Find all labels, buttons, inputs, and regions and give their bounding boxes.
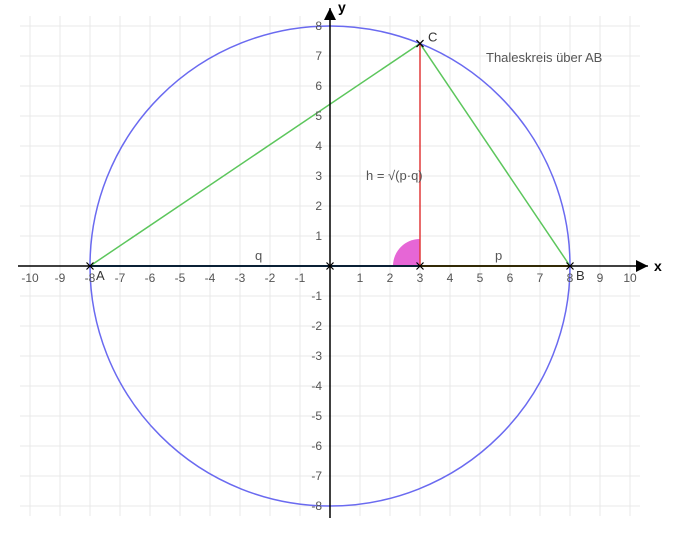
right-angle-arc [393,239,420,266]
y-tick-label: -4 [311,379,322,393]
y-tick-label: 3 [315,169,322,183]
x-tick-label: 3 [417,271,424,285]
segment-AC [90,44,420,266]
label-thaleskreis: Thaleskreis über AB [486,50,602,65]
x-tick-label: -7 [115,271,126,285]
plot-container: -10 -9 -8 -7 -6 -5 -4 -3 -2 -1 1 2 3 4 5 6 7 8 9 10 -8 -7 -6 -5… [0,0,680,544]
y-tick-label: -2 [311,319,322,333]
x-axis-arrow [636,260,648,272]
y-tick-label: -6 [311,439,322,453]
x-tick-label: 1 [357,271,364,285]
x-tick-label: 6 [507,271,514,285]
x-tick-label: 9 [597,271,604,285]
label-h-formula: h = √(p·q) [366,168,423,183]
y-tick-label: 1 [315,229,322,243]
x-tick-label: 2 [387,271,394,285]
point-label-C: C [428,30,437,45]
y-tick-label: 8 [315,19,322,33]
y-tick-label: -7 [311,469,322,483]
y-tick-label: -5 [311,409,322,423]
y-axis-arrow [324,8,336,20]
x-tick-label: -2 [265,271,276,285]
y-tick-label: 5 [315,109,322,123]
y-tick-label: -3 [311,349,322,363]
x-tick-label: -6 [145,271,156,285]
y-axis-label: y [338,0,346,15]
point-label-A: A [96,268,105,283]
y-tick-label: 2 [315,199,322,213]
x-tick-label: -5 [175,271,186,285]
coordinate-plot: -10 -9 -8 -7 -6 -5 -4 -3 -2 -1 1 2 3 4 5 6 7 8 9 10 -8 -7 -6 -5… [0,0,680,544]
x-tick-label: 5 [477,271,484,285]
label-p: p [495,248,502,263]
y-tick-label: 6 [315,79,322,93]
y-tick-label: -1 [311,289,322,303]
y-tick-label: -8 [311,499,322,513]
x-tick-label: 10 [623,271,637,285]
y-tick-label: 4 [315,139,322,153]
x-tick-label: -10 [21,271,39,285]
x-tick-label: -9 [55,271,66,285]
label-q: q [255,248,262,263]
x-axis-label: x [654,258,662,274]
x-tick-label: 8 [567,271,574,285]
x-tick-label: 7 [537,271,544,285]
x-tick-label: -1 [295,271,306,285]
segment-BC [420,44,570,266]
x-tick-label: -4 [205,271,216,285]
x-tick-label: -8 [85,271,96,285]
x-tick-label: 4 [447,271,454,285]
y-tick-label: 7 [315,49,322,63]
x-tick-label: -3 [235,271,246,285]
point-label-B: B [576,268,585,283]
